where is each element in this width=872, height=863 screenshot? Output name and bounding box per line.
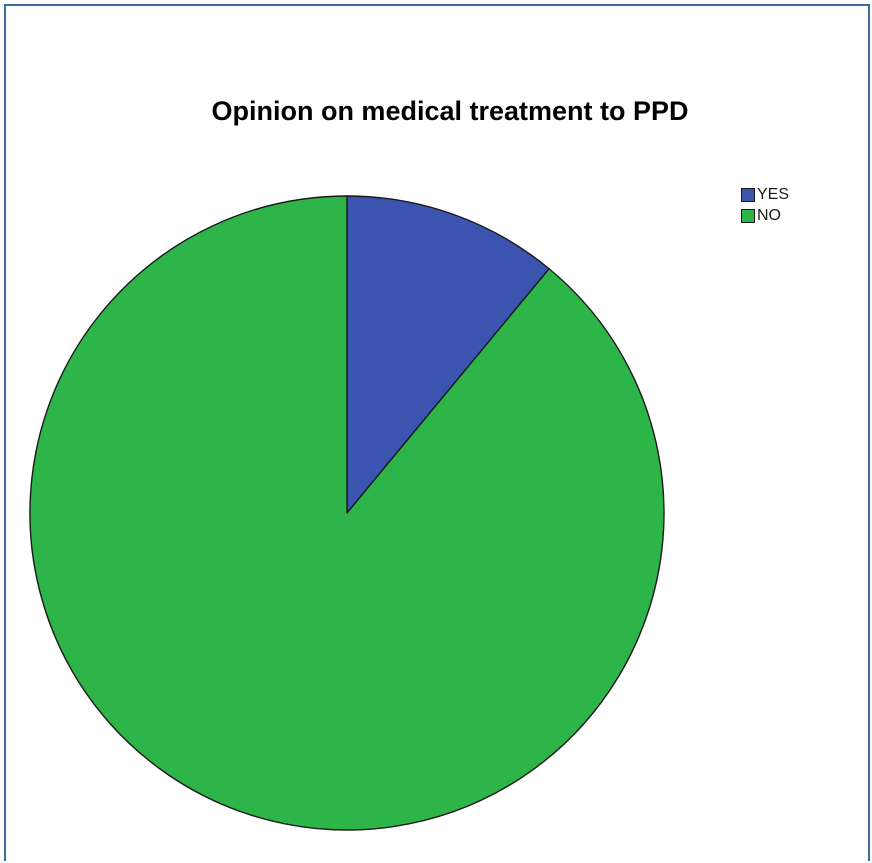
chart-frame: Opinion on medical treatment to PPD YES … [4, 4, 870, 861]
pie-chart [29, 195, 665, 831]
legend: YES NO [741, 185, 789, 227]
pie-slices [29, 195, 665, 831]
legend-item-yes: YES [741, 185, 789, 204]
legend-item-no: NO [741, 206, 789, 225]
legend-label-no: NO [757, 206, 781, 224]
legend-swatch-yes [741, 187, 755, 202]
pie-slice-no [29, 195, 665, 831]
chart-title: Opinion on medical treatment to PPD [211, 96, 689, 126]
legend-swatch-no [741, 208, 755, 223]
pie-slice-yes [346, 195, 550, 514]
legend-label-yes: YES [757, 185, 790, 203]
